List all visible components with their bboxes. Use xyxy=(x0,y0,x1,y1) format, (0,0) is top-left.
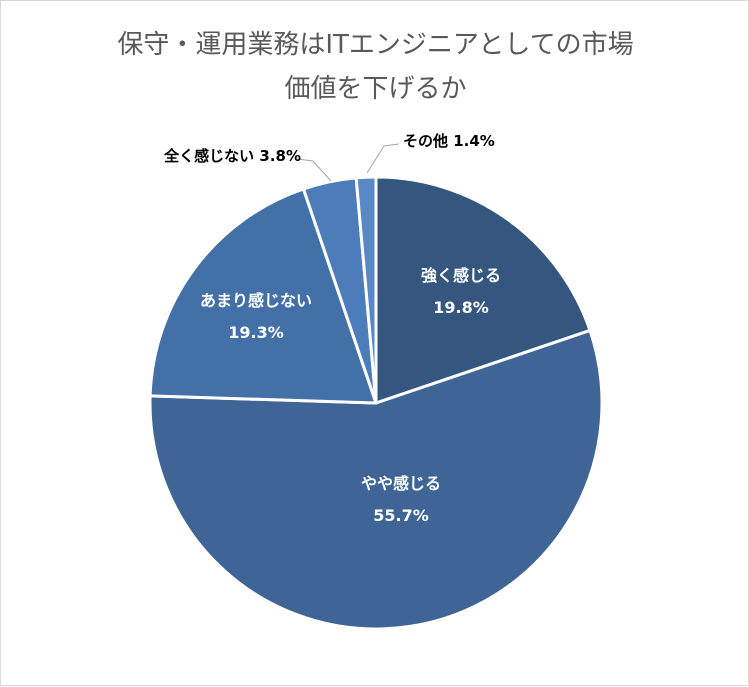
chart-title: 保守・運用業務はITエンジニアとしての市場 価値を下げるか xyxy=(1,23,749,111)
slice-label-3: あまり感じない xyxy=(200,291,312,310)
slice-label-4: 全く感じない 3.8% xyxy=(163,147,301,165)
pie-slice-5 xyxy=(354,175,378,405)
slice-value-1: 19.8% xyxy=(433,298,489,317)
chart-title-line-2: 価値を下げるか xyxy=(284,74,467,104)
pie-slice-1 xyxy=(374,175,592,405)
slice-value-2: 55.7% xyxy=(373,506,429,525)
slice-value-3: 19.3% xyxy=(228,323,284,342)
slice-label-2: やや感じる xyxy=(361,474,441,493)
leader-line-5 xyxy=(366,143,400,174)
pie-slice-2 xyxy=(148,328,604,631)
leader-line-4 xyxy=(296,158,332,182)
slice-label-5: その他 1.4% xyxy=(403,132,495,150)
pie-slice-3 xyxy=(148,187,378,405)
chart-title-line-1: 保守・運用業務はITエンジニアとしての市場 xyxy=(117,30,634,60)
slice-label-1: 強く感じる xyxy=(421,266,501,285)
